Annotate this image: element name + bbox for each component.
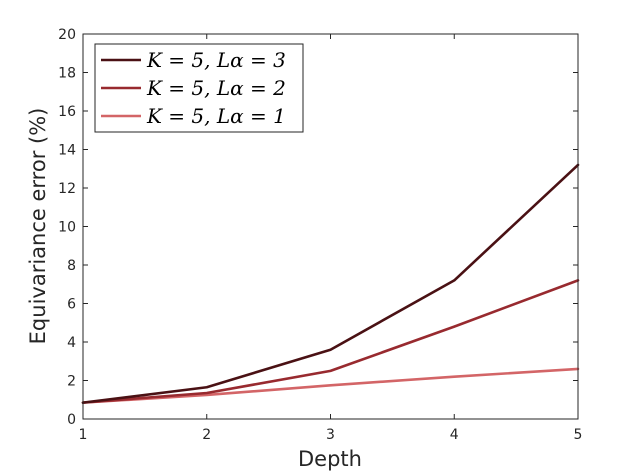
y-tick-label: 10 (58, 220, 76, 236)
y-tick-label: 6 (67, 297, 76, 313)
x-tick-label: 5 (574, 427, 583, 443)
y-tick-label: 14 (58, 143, 76, 159)
y-tick-label: 4 (67, 335, 76, 351)
y-tick-label: 18 (58, 66, 76, 82)
y-tick-label: 2 (67, 374, 76, 390)
y-tick-label: 16 (58, 104, 76, 120)
legend-label-2: K = 5, Lα = 2 (146, 76, 286, 100)
y-tick-label: 0 (67, 412, 76, 428)
legend: K = 5, Lα = 3 K = 5, Lα = 2 K = 5, Lα = 1 (94, 43, 304, 133)
legend-label-3: K = 5, Lα = 1 (146, 104, 286, 128)
series-line-2 (81, 279, 580, 404)
legend-label-1: K = 5, Lα = 3 (146, 48, 286, 72)
y-tick-label: 20 (58, 27, 76, 43)
y-tick-label: 12 (58, 181, 76, 197)
x-tick-label: 3 (326, 427, 335, 443)
x-tick-label: 2 (202, 427, 211, 443)
y-axis-label: Equivariance error (%) (26, 108, 50, 345)
x-tick-label: 4 (450, 427, 459, 443)
series-line-1 (81, 163, 580, 404)
x-tick-label: 1 (79, 427, 88, 443)
y-tick-label: 8 (67, 258, 76, 274)
plot-area (81, 163, 580, 404)
x-axis-label: Depth (298, 447, 362, 471)
